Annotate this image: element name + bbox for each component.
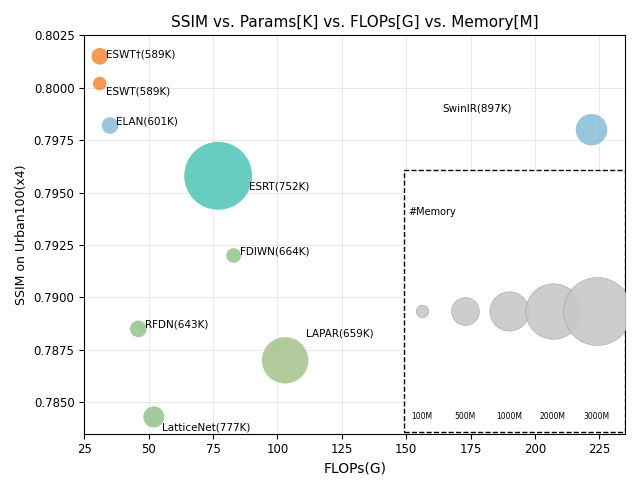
Text: ELAN(601K): ELAN(601K): [116, 116, 179, 126]
Text: SwinIR(897K): SwinIR(897K): [442, 104, 512, 114]
Text: LBNet(742K): LBNet(742K): [473, 248, 539, 258]
Point: [105, 122, 115, 130]
Text: #Memory: #Memory: [409, 207, 456, 218]
Point: [280, 356, 290, 364]
Text: 3000M: 3000M: [584, 412, 610, 421]
Point: [591, 307, 602, 315]
Point: [213, 172, 223, 180]
Point: [460, 307, 470, 315]
Point: [228, 251, 239, 259]
Point: [548, 307, 558, 315]
Point: [455, 277, 465, 285]
Text: ESWT†(589K): ESWT†(589K): [106, 49, 175, 59]
Point: [95, 80, 105, 87]
Point: [417, 307, 427, 315]
Point: [95, 53, 105, 60]
Point: [586, 126, 596, 134]
Title: SSIM vs. Params[K] vs. FLOPs[G] vs. Memory[M]: SSIM vs. Params[K] vs. FLOPs[G] vs. Memo…: [171, 15, 538, 30]
Text: LatticeNet(777K): LatticeNet(777K): [161, 422, 250, 433]
Text: ESRT(752K): ESRT(752K): [249, 181, 310, 191]
Text: 2000M: 2000M: [540, 412, 566, 421]
Text: 500M: 500M: [455, 412, 476, 421]
FancyBboxPatch shape: [404, 169, 625, 432]
Text: ESWT(589K): ESWT(589K): [106, 87, 170, 97]
Text: FDIWN(664K): FDIWN(664K): [240, 246, 310, 256]
X-axis label: FLOPs(G): FLOPs(G): [323, 462, 386, 476]
Point: [133, 325, 143, 333]
Text: LAPAR(659K): LAPAR(659K): [306, 328, 373, 338]
Text: RFDN(643K): RFDN(643K): [145, 320, 208, 329]
Text: 100M: 100M: [411, 412, 432, 421]
Point: [148, 413, 159, 421]
Text: 1000M: 1000M: [496, 412, 522, 421]
Y-axis label: SSIM on Urban100(x4): SSIM on Urban100(x4): [15, 164, 28, 305]
Point: [504, 307, 515, 315]
